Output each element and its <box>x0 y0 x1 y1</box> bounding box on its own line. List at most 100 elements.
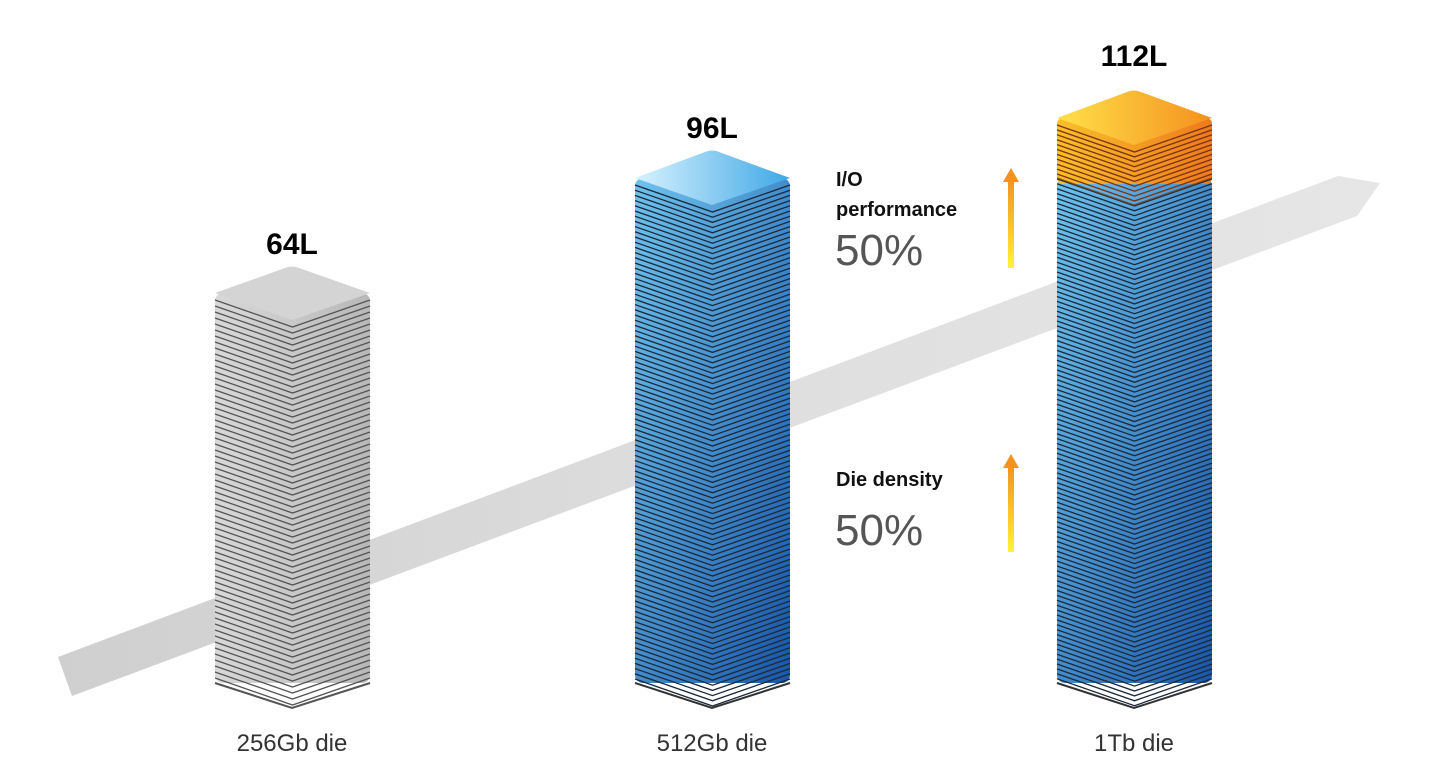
layer-line <box>1056 320 1213 349</box>
layer-line <box>214 641 371 670</box>
layer-line <box>1056 638 1213 668</box>
layer-line <box>1056 560 1213 589</box>
layer-line <box>214 521 371 550</box>
layer-line <box>634 537 791 567</box>
layer-line <box>1056 197 1213 227</box>
layer-line <box>1056 393 1213 423</box>
layer-line <box>634 205 791 234</box>
layer-line <box>214 323 371 352</box>
layer-line <box>1056 423 1213 452</box>
layer-line <box>1056 540 1213 570</box>
tower-caption-1tb: 1Tb die <box>1093 730 1175 757</box>
layer-line <box>214 563 371 592</box>
layer-line <box>214 383 371 412</box>
layer-line <box>214 647 371 676</box>
layer-line <box>1056 202 1213 232</box>
layer-line <box>1056 339 1213 369</box>
layer-line <box>634 579 791 608</box>
layer-line <box>634 184 791 213</box>
layer-line <box>1056 192 1213 222</box>
layer-line <box>1056 143 1213 173</box>
layer-line <box>1056 496 1213 526</box>
layer-line <box>1056 442 1213 472</box>
layer-line <box>214 377 371 406</box>
layer-line <box>634 251 791 281</box>
layer-line <box>634 236 791 265</box>
layer-line <box>1056 418 1213 447</box>
layer-line <box>1056 398 1213 428</box>
layer-line <box>1056 330 1213 359</box>
layer-line <box>634 277 791 307</box>
layer-line <box>1056 325 1213 354</box>
metric-io-label-line2: performance <box>836 199 958 221</box>
layer-line <box>634 283 791 312</box>
layer-line <box>1056 433 1213 462</box>
layer-line <box>1056 594 1213 624</box>
layer-line <box>1056 207 1213 236</box>
layer-line <box>634 402 791 432</box>
layer-line <box>1056 511 1213 540</box>
layer-line <box>634 506 791 536</box>
layer-line <box>1056 217 1213 246</box>
layer-line <box>1056 232 1213 261</box>
layer-line <box>214 623 371 652</box>
layer-line <box>634 423 791 452</box>
layer-line <box>1056 486 1213 516</box>
layer-line <box>634 621 791 650</box>
tower-64l-top <box>215 266 370 320</box>
layer-line <box>634 657 791 686</box>
layer-line <box>1056 570 1213 599</box>
layer-line <box>214 317 371 346</box>
layer-line <box>214 389 371 418</box>
layer-line <box>1056 565 1213 594</box>
layer-line <box>1056 295 1213 325</box>
layer-line <box>634 194 791 224</box>
layer-line <box>634 371 791 400</box>
layer-line <box>634 361 791 390</box>
layer-line <box>634 485 791 515</box>
layer-line <box>1056 148 1213 178</box>
tower-title-96l: 96L <box>686 112 738 145</box>
layer-line <box>214 341 371 370</box>
layer-line <box>634 475 791 504</box>
layer-line <box>1056 609 1213 638</box>
layer-line <box>1056 310 1213 339</box>
layer-line <box>634 381 791 411</box>
layer-line <box>214 479 371 508</box>
layer-line <box>1056 413 1213 442</box>
layer-line <box>1056 668 1213 697</box>
layer-line <box>214 671 371 700</box>
tower-112l-top <box>1057 90 1212 145</box>
layer-line <box>214 569 371 598</box>
layer-line <box>634 345 791 374</box>
layer-line <box>634 298 791 328</box>
layer-line <box>1056 531 1213 560</box>
layer-line <box>634 340 791 369</box>
layer-line <box>634 470 791 499</box>
layer-line <box>634 246 791 276</box>
layer-line <box>1056 604 1213 633</box>
metric-density-value: 50% <box>835 506 924 555</box>
layer-line <box>1056 614 1213 643</box>
layer-line <box>634 241 791 270</box>
layer-line <box>1056 251 1213 281</box>
layer-line <box>214 359 371 388</box>
layer-line <box>214 455 371 484</box>
layer-line <box>214 509 371 538</box>
metric-io-label: I/O performance <box>836 165 957 225</box>
layer-line <box>1056 379 1213 408</box>
layer-line <box>634 584 791 614</box>
tower-96l-top <box>635 150 790 205</box>
layer-line <box>1056 364 1213 393</box>
layer-line <box>214 443 371 472</box>
layer-line <box>1056 374 1213 403</box>
layer-line <box>634 413 791 442</box>
layer-line <box>634 272 791 302</box>
layer-line <box>634 647 791 676</box>
layer-line <box>1056 290 1213 320</box>
layer-line <box>214 551 371 580</box>
layer-line <box>634 329 791 359</box>
layer-line <box>1056 286 1213 315</box>
layer-line <box>634 449 791 478</box>
layer-line <box>634 465 791 494</box>
